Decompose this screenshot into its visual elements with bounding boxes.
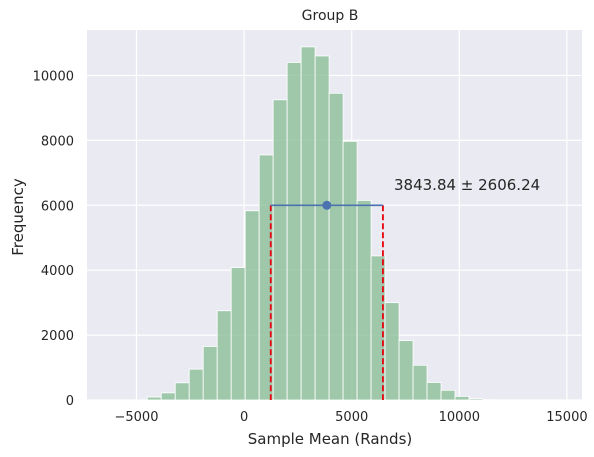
x-tick-label: 10000 <box>439 410 480 425</box>
histogram-bar <box>160 392 176 401</box>
histogram-bar <box>398 340 414 401</box>
histogram-bar <box>328 92 344 401</box>
histogram-bar <box>146 396 162 401</box>
y-tick-label: 2000 <box>41 329 74 344</box>
mean-marker <box>322 200 332 210</box>
histogram-bar <box>272 99 288 401</box>
x-axis-ticks: −5000 0 5000 10000 15000 <box>115 410 588 425</box>
x-axis-label: Sample Mean (Rands) <box>248 430 412 448</box>
y-tick-label: 8000 <box>41 134 74 149</box>
histogram-bar <box>188 368 204 401</box>
histogram-bar <box>384 302 400 401</box>
histogram-bar <box>202 346 218 401</box>
y-tick-label: 4000 <box>41 264 74 279</box>
histogram-bar <box>216 310 232 401</box>
y-tick-label: 0 <box>66 394 74 409</box>
y-tick-label: 6000 <box>41 199 74 214</box>
x-tick-label: 0 <box>240 410 248 425</box>
y-axis-ticks: 0 2000 4000 6000 8000 10000 <box>33 69 74 409</box>
histogram-bar <box>356 199 372 401</box>
confidence-interval <box>269 200 384 400</box>
interval-annotation: 3843.84 ± 2606.24 <box>394 176 540 194</box>
y-axis-label: Frequency <box>9 178 27 256</box>
histogram-bar <box>426 382 442 401</box>
histogram-bar <box>468 398 484 401</box>
histogram-bars <box>146 46 498 401</box>
histogram-bar <box>286 62 302 401</box>
histogram-bar <box>440 389 456 401</box>
histogram-bar <box>342 140 358 401</box>
histogram-bar <box>230 267 246 401</box>
histogram-bar <box>244 210 260 401</box>
x-tick-label: 15000 <box>546 410 587 425</box>
histogram-bar <box>454 396 470 401</box>
histogram-bar <box>174 382 190 401</box>
histogram-bar <box>412 364 428 401</box>
x-tick-label: 5000 <box>335 410 368 425</box>
histogram-bar <box>314 55 330 401</box>
chart-title: Group B <box>302 8 359 24</box>
y-tick-label: 10000 <box>33 69 74 84</box>
x-tick-label: −5000 <box>115 410 159 425</box>
histogram-bar <box>300 46 316 401</box>
